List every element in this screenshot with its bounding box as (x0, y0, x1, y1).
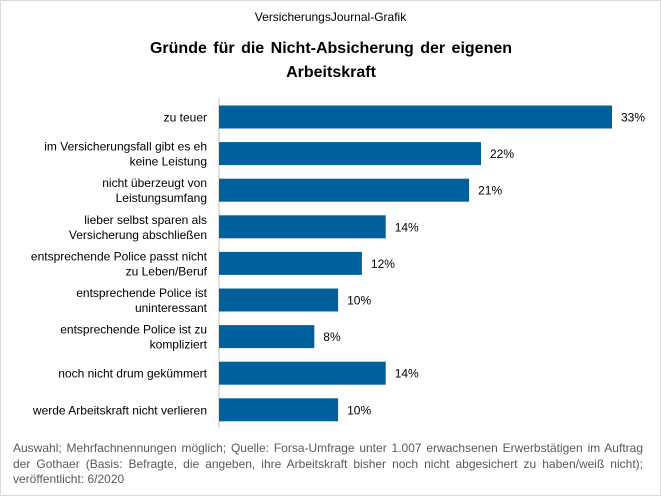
bar-value-label: 8% (323, 330, 341, 344)
category-label: entsprechende Police ist zu (60, 323, 207, 337)
category-label: im Versicherungsfall gibt es eh (44, 140, 207, 154)
category-label: noch nicht drum gekümmert (58, 367, 207, 381)
category-label: zu Leben/Beruf (126, 264, 208, 278)
category-label: keine Leistung (130, 155, 207, 169)
bar-value-label: 33% (621, 111, 645, 125)
category-label: entsprechende Police ist (76, 286, 207, 300)
category-label: werde Arbeitskraft nicht verlieren (32, 403, 207, 417)
bar-value-label: 10% (347, 403, 371, 417)
category-label: zu teuer (164, 111, 207, 125)
chart-title-line: Gründe für die Nicht-Absicherung der eig… (149, 40, 513, 57)
footnote: Auswahl; Mehrfachnennungen möglich; Quel… (13, 441, 643, 486)
category-label: kompliziert (150, 338, 208, 352)
chart-title: Gründe für die Nicht-Absicherung der eig… (81, 37, 581, 85)
chart-title-line: Arbeitskraft (286, 64, 376, 81)
category-label: Versicherung abschließen (69, 228, 207, 242)
category-label: uninteressant (135, 301, 208, 315)
bar-value-label: 12% (371, 257, 395, 271)
bar (219, 142, 481, 166)
bar (219, 105, 612, 129)
bar (219, 361, 386, 385)
bar (219, 251, 362, 275)
bar-value-label: 14% (395, 367, 419, 381)
source-label: VersicherungsJournal-Grafik (254, 10, 407, 24)
bar (219, 178, 470, 202)
bar-value-label: 21% (478, 184, 502, 198)
bar (219, 325, 315, 349)
bar (219, 398, 339, 422)
category-label: Leistungsumfang (116, 191, 207, 205)
bar (219, 215, 386, 239)
bar-value-label: 22% (490, 147, 514, 161)
bar-value-label: 14% (395, 220, 419, 234)
category-label: entsprechende Police passt nicht (31, 249, 208, 263)
bar-value-label: 10% (347, 294, 371, 308)
bar (219, 288, 339, 312)
category-label: nicht überzeugt von (102, 176, 207, 190)
category-label: lieber selbst sparen als (84, 213, 207, 227)
